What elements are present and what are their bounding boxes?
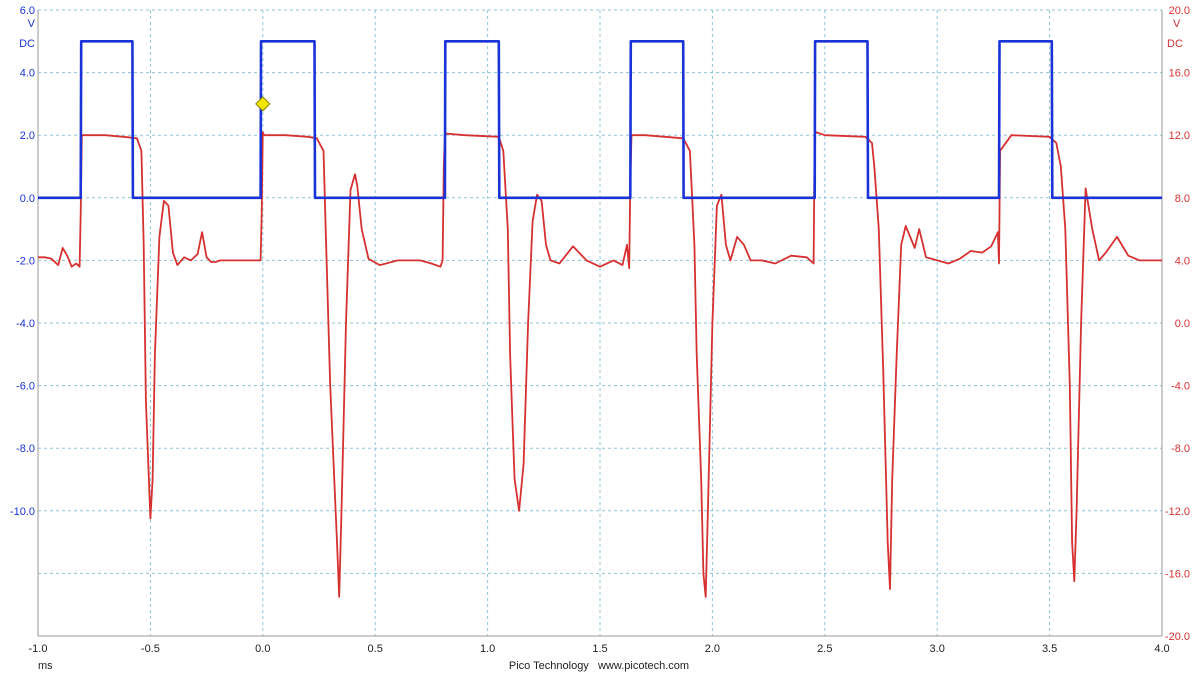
left-tick-label: -8.0 — [16, 443, 35, 455]
x-tick-label: -0.5 — [141, 643, 160, 655]
right-tick-label: -20.0 — [1165, 631, 1190, 643]
left-tick-label: 6.0 — [20, 5, 35, 17]
x-tick-label: 3.5 — [1042, 643, 1057, 655]
left-tick-label: 4.0 — [20, 68, 35, 80]
trigger-marker-icon — [255, 96, 271, 112]
x-tick-label: -1.0 — [29, 643, 48, 655]
right-axis-unit: V — [1173, 18, 1181, 30]
x-axis: ms -1.0 -0.5 0.0 0.5 1.0 1.5 2.0 2.5 3.0 3.5 4.0 — [29, 643, 1170, 672]
x-tick-label: 2.5 — [817, 643, 832, 655]
right-axis: V DC 20.0 16.0 12.0 8.0 4.0 0.0 -4.0 -8.0 -12.0 -… — [1165, 5, 1190, 643]
left-axis-coupling: DC — [19, 38, 35, 50]
x-axis-unit: ms — [38, 660, 53, 672]
left-axis-unit: V — [28, 18, 36, 30]
left-tick-label: -10.0 — [10, 506, 35, 518]
right-tick-label: 4.0 — [1175, 255, 1190, 267]
left-tick-label: -6.0 — [16, 381, 35, 393]
right-tick-label: -4.0 — [1171, 381, 1190, 393]
left-axis: V DC 6.0 4.0 2.0 0.0 -2.0 -4.0 -6.0 -8.0 -10.0 — [10, 5, 36, 518]
left-tick-label: 0.0 — [20, 193, 35, 205]
x-tick-label: 3.0 — [930, 643, 945, 655]
x-tick-label: 0.5 — [368, 643, 383, 655]
right-tick-label: 16.0 — [1169, 68, 1190, 80]
channel-b-trace — [38, 131, 1162, 598]
channel-a-trace — [38, 39, 1162, 200]
right-axis-coupling: DC — [1167, 38, 1183, 50]
x-tick-label: 1.5 — [592, 643, 607, 655]
right-tick-label: -8.0 — [1171, 443, 1190, 455]
right-tick-label: 12.0 — [1169, 130, 1190, 142]
left-tick-label: -4.0 — [16, 318, 35, 330]
grid-lines — [37, 9, 1163, 637]
footer-credit: Pico Technology www.picotech.com — [509, 660, 689, 672]
right-tick-label: 0.0 — [1175, 318, 1190, 330]
x-tick-label: 0.0 — [255, 643, 270, 655]
traces — [38, 39, 1162, 598]
trigger-layer — [255, 96, 271, 112]
x-tick-label: 2.0 — [705, 643, 720, 655]
right-tick-label: 8.0 — [1175, 193, 1190, 205]
x-tick-label: 4.0 — [1154, 643, 1169, 655]
right-tick-label: -12.0 — [1165, 506, 1190, 518]
left-tick-label: 2.0 — [20, 130, 35, 142]
right-tick-label: 20.0 — [1169, 5, 1190, 17]
left-tick-label: -2.0 — [16, 255, 35, 267]
right-tick-label: -16.0 — [1165, 568, 1190, 580]
x-tick-label: 1.0 — [480, 643, 495, 655]
